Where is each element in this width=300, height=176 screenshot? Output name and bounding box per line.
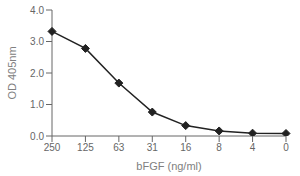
svg-text:1.0: 1.0 [30,99,44,110]
svg-text:2.0: 2.0 [30,68,44,79]
svg-text:4.0: 4.0 [30,5,44,16]
svg-text:0: 0 [283,142,289,153]
svg-text:OD 405nm: OD 405nm [8,46,18,99]
svg-text:125: 125 [77,142,94,153]
svg-text:4: 4 [250,142,256,153]
svg-text:63: 63 [113,142,125,153]
svg-text:bFGF (ng/ml): bFGF (ng/ml) [136,160,201,172]
svg-text:3.0: 3.0 [30,36,44,47]
svg-text:8: 8 [216,142,222,153]
svg-text:16: 16 [180,142,192,153]
svg-text:31: 31 [147,142,159,153]
svg-text:0.0: 0.0 [30,131,44,142]
svg-text:250: 250 [44,142,61,153]
